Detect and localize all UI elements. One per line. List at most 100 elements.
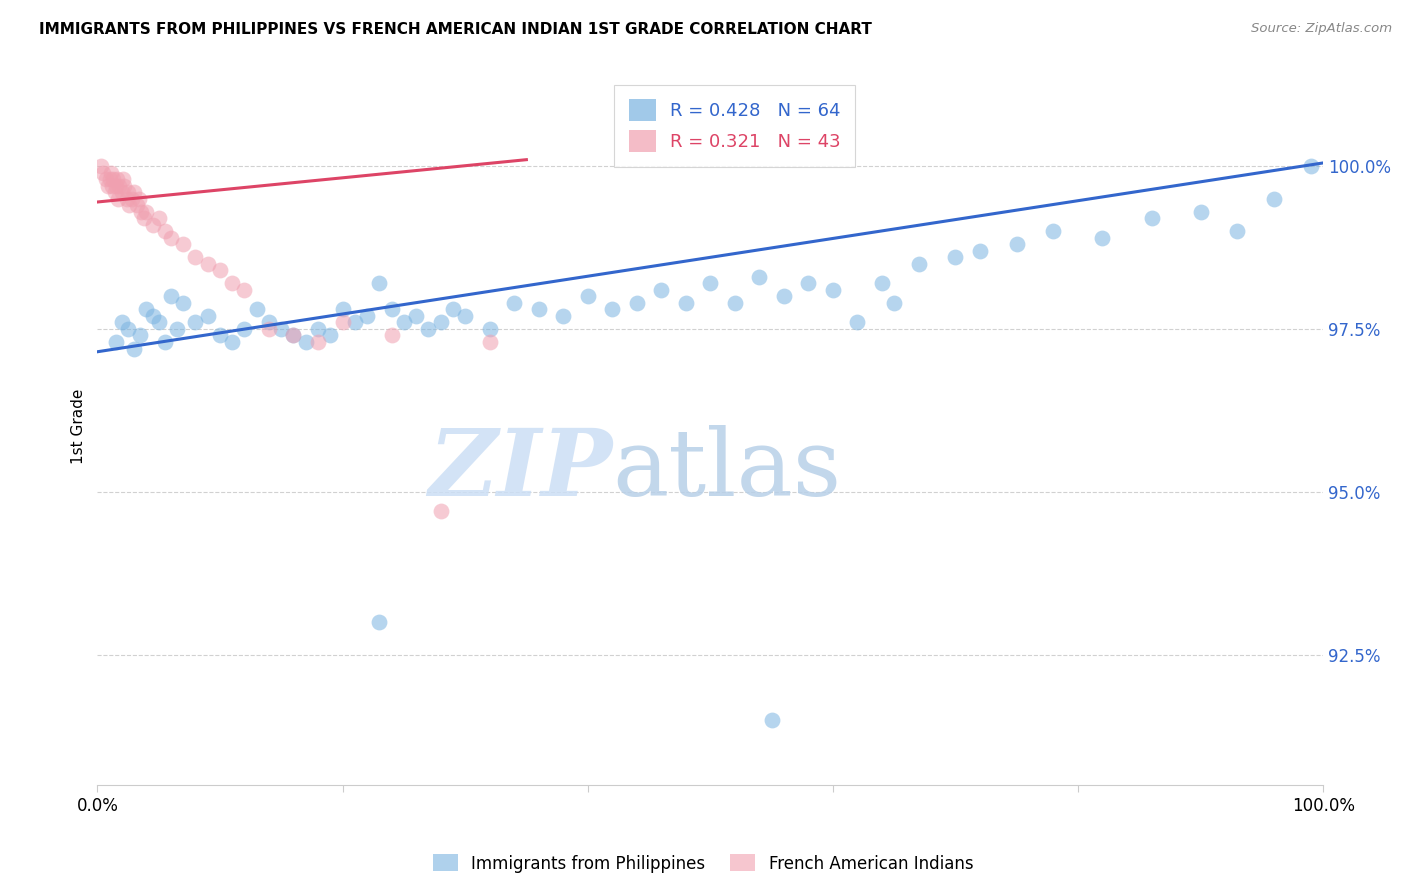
Point <box>122 186 145 200</box>
Legend: R = 0.428   N = 64, R = 0.321   N = 43: R = 0.428 N = 64, R = 0.321 N = 43 <box>614 85 855 167</box>
Point <box>104 178 127 193</box>
Point <box>108 178 131 193</box>
Point <box>343 315 366 329</box>
Point <box>761 713 783 727</box>
Point <box>1042 224 1064 238</box>
Point <box>1005 237 1028 252</box>
Point <box>118 198 141 212</box>
Point <box>111 315 134 329</box>
Point <box>1299 159 1322 173</box>
Point <box>101 178 124 193</box>
Point <box>527 302 550 317</box>
Point <box>141 309 163 323</box>
Point <box>197 257 219 271</box>
Point <box>90 159 112 173</box>
Point <box>307 334 329 349</box>
Point <box>307 322 329 336</box>
Point <box>233 283 256 297</box>
Text: ZIP: ZIP <box>427 425 612 515</box>
Point <box>93 166 115 180</box>
Point <box>380 302 402 317</box>
Point <box>125 198 148 212</box>
Point <box>846 315 869 329</box>
Point <box>368 615 391 629</box>
Point <box>368 277 391 291</box>
Point <box>122 342 145 356</box>
Point <box>870 277 893 291</box>
Point <box>208 328 231 343</box>
Y-axis label: 1st Grade: 1st Grade <box>72 389 86 465</box>
Point <box>132 211 155 226</box>
Point <box>1226 224 1249 238</box>
Point <box>135 204 157 219</box>
Point <box>103 172 125 186</box>
Point <box>129 328 152 343</box>
Point <box>112 178 135 193</box>
Point <box>148 211 170 226</box>
Point <box>131 204 153 219</box>
Point <box>969 244 991 258</box>
Point <box>153 224 176 238</box>
Point <box>332 302 354 317</box>
Point <box>117 186 139 200</box>
Point <box>503 296 526 310</box>
Point <box>478 334 501 349</box>
Point <box>380 328 402 343</box>
Point <box>675 296 697 310</box>
Point <box>166 322 188 336</box>
Point <box>103 186 125 200</box>
Point <box>699 277 721 291</box>
Point <box>115 192 138 206</box>
Point <box>112 172 135 186</box>
Point <box>107 192 129 206</box>
Point <box>1091 231 1114 245</box>
Point <box>821 283 844 297</box>
Point <box>172 237 194 252</box>
Text: atlas: atlas <box>612 425 841 515</box>
Point <box>105 172 128 186</box>
Point <box>626 296 648 310</box>
Point <box>117 322 139 336</box>
Point <box>97 178 120 193</box>
Text: Source: ZipAtlas.com: Source: ZipAtlas.com <box>1251 22 1392 36</box>
Point <box>356 309 378 323</box>
Point <box>332 315 354 329</box>
Point <box>221 277 243 291</box>
Point <box>429 504 451 518</box>
Point <box>257 315 280 329</box>
Point <box>392 315 415 329</box>
Point <box>246 302 269 317</box>
Point <box>221 334 243 349</box>
Point <box>94 172 117 186</box>
Point <box>270 322 292 336</box>
Point <box>141 218 163 232</box>
Point <box>945 251 967 265</box>
Point <box>233 322 256 336</box>
Point <box>1189 204 1212 219</box>
Point <box>257 322 280 336</box>
Point <box>441 302 464 317</box>
Point <box>153 334 176 349</box>
Point <box>576 289 599 303</box>
Point <box>111 186 134 200</box>
Point <box>160 289 183 303</box>
Point <box>1263 192 1285 206</box>
Point <box>104 334 127 349</box>
Point <box>478 322 501 336</box>
Point <box>418 322 440 336</box>
Point <box>600 302 623 317</box>
Point <box>748 269 770 284</box>
Point <box>724 296 747 310</box>
Point <box>100 166 122 180</box>
Point <box>135 302 157 317</box>
Point <box>208 263 231 277</box>
Point <box>797 277 820 291</box>
Point <box>553 309 575 323</box>
Point <box>184 315 207 329</box>
Point <box>197 309 219 323</box>
Text: IMMIGRANTS FROM PHILIPPINES VS FRENCH AMERICAN INDIAN 1ST GRADE CORRELATION CHAR: IMMIGRANTS FROM PHILIPPINES VS FRENCH AM… <box>39 22 872 37</box>
Point <box>121 192 143 206</box>
Point <box>883 296 905 310</box>
Point <box>454 309 477 323</box>
Legend: Immigrants from Philippines, French American Indians: Immigrants from Philippines, French Amer… <box>426 847 980 880</box>
